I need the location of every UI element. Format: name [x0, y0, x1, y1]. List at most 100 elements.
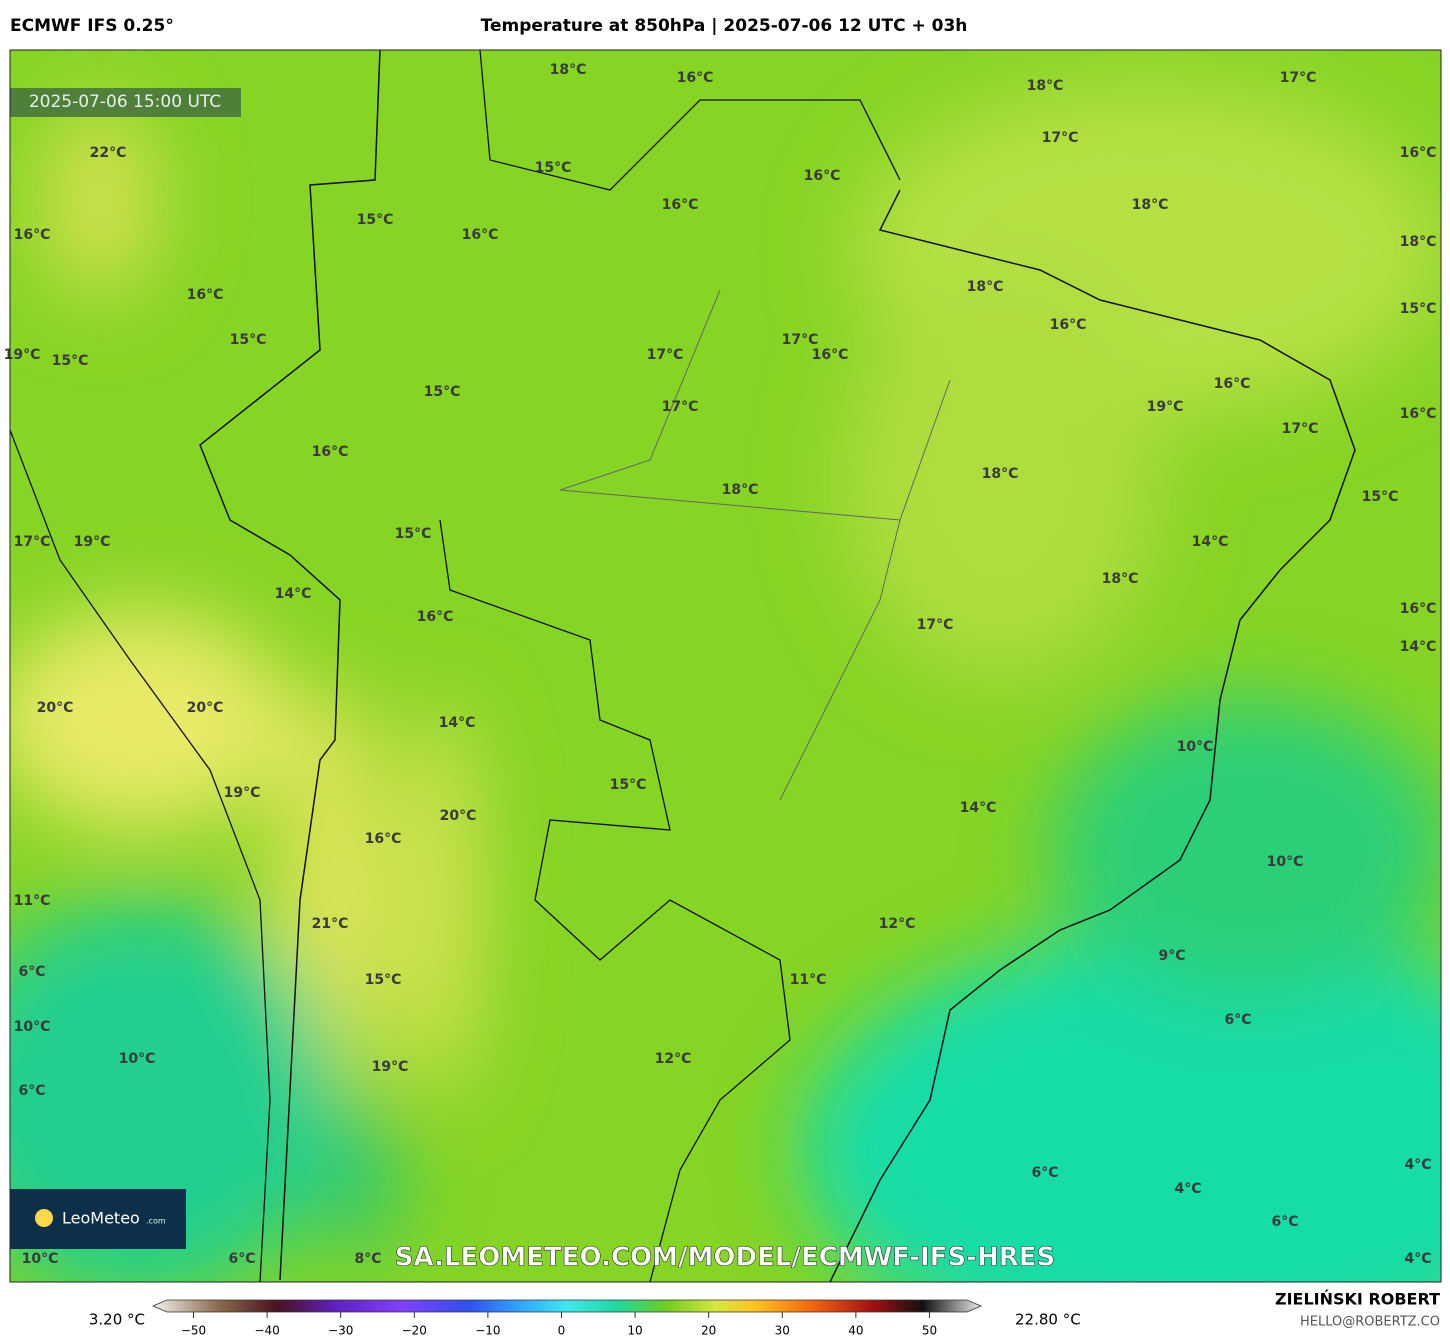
temperature-label: 6°C [18, 964, 45, 980]
temperature-label: 15°C [357, 212, 394, 228]
temperature-label: 11°C [14, 893, 51, 909]
temperature-label: 18°C [982, 466, 1019, 482]
logo: LeoMeteo [62, 1209, 140, 1228]
temperature-label: 16°C [677, 70, 714, 86]
temperature-label: 18°C [967, 279, 1004, 295]
temperature-label: 17°C [14, 534, 51, 550]
temperature-label: 16°C [1400, 406, 1437, 422]
temperature-label: 10°C [1267, 854, 1304, 870]
temperature-label: 20°C [37, 700, 74, 716]
colorbar-min: 3.20 °C [89, 1311, 145, 1329]
temperature-label: 15°C [52, 353, 89, 369]
map-frame [9, 49, 1442, 1283]
temperature-label: 16°C [14, 227, 51, 243]
temperature-label: 15°C [365, 972, 402, 988]
temperature-label: 16°C [804, 168, 841, 184]
temperature-label: 6°C [1271, 1214, 1298, 1230]
colorbar-tick-label: 30 [775, 1324, 790, 1338]
colorbar-tick-label: 10 [627, 1324, 642, 1338]
chart-title: Temperature at 850hPa | 2025-07-06 12 UT… [481, 16, 968, 36]
colorbar-tick-label: −50 [181, 1324, 206, 1338]
colorbar-tick-label: 40 [848, 1324, 863, 1338]
temperature-label: 17°C [647, 347, 684, 363]
temperature-label: 6°C [18, 1083, 45, 1099]
colorbar [151, 1299, 983, 1313]
temperature-label: 19°C [4, 347, 41, 363]
temperature-label: 16°C [187, 287, 224, 303]
colorbar-tick-label: 0 [558, 1324, 566, 1338]
timestamp: 2025-07-06 15:00 UTC [29, 92, 221, 112]
temperature-label: 16°C [662, 197, 699, 213]
colorbar-max: 22.80 °C [1015, 1311, 1081, 1329]
temperature-label: 19°C [224, 785, 261, 801]
colorbar-tick-label: −40 [254, 1324, 279, 1338]
temperature-label: 10°C [22, 1251, 59, 1267]
colorbar-tick-label: −10 [475, 1324, 500, 1338]
temperature-label: 18°C [722, 482, 759, 498]
temperature-label: 15°C [1400, 301, 1437, 317]
temperature-label: 14°C [960, 800, 997, 816]
email: HELLO@ROBERTZ.CO [1300, 1315, 1440, 1330]
colorbar-tick-label: −30 [328, 1324, 353, 1338]
temperature-label: 21°C [312, 916, 349, 932]
model-name: ECMWF IFS 0.25° [10, 16, 174, 36]
temperature-label: 10°C [1177, 739, 1214, 755]
temperature-label: 15°C [395, 526, 432, 542]
temperature-label: 11°C [790, 972, 827, 988]
temperature-label: 18°C [1400, 234, 1437, 250]
temperature-label: 9°C [1158, 948, 1185, 964]
temperature-label: 12°C [655, 1051, 692, 1067]
temperature-label: 18°C [1132, 197, 1169, 213]
temperature-label: 17°C [782, 332, 819, 348]
temperature-label: 17°C [662, 399, 699, 415]
temperature-label: 18°C [1027, 78, 1064, 94]
author: ZIELIŃSKI ROBERT [1275, 1290, 1440, 1309]
map [10, 50, 1441, 1282]
temperature-label: 17°C [1042, 130, 1079, 146]
temperature-label: 15°C [1362, 489, 1399, 505]
temperature-label: 16°C [1214, 376, 1251, 392]
temperature-label: 14°C [275, 586, 312, 602]
temperature-label: 14°C [1400, 639, 1437, 655]
temperature-label: 15°C [230, 332, 267, 348]
temperature-label: 6°C [1224, 1012, 1251, 1028]
temperature-label: 17°C [1280, 70, 1317, 86]
logo-suffix: .com [146, 1217, 166, 1226]
temperature-label: 19°C [372, 1059, 409, 1075]
temperature-label: 4°C [1174, 1181, 1201, 1197]
temperature-label: 15°C [535, 160, 572, 176]
temperature-label: 16°C [365, 831, 402, 847]
temperature-label: 14°C [439, 715, 476, 731]
colorbar-tick-label: 20 [701, 1324, 716, 1338]
temperature-label: 6°C [1031, 1165, 1058, 1181]
temperature-label: 10°C [119, 1051, 156, 1067]
temperature-label: 22°C [90, 145, 127, 161]
colorbar-tick-label: −20 [402, 1324, 427, 1338]
temperature-label: 17°C [917, 617, 954, 633]
temperature-label: 16°C [812, 347, 849, 363]
temperature-label: 12°C [879, 916, 916, 932]
temperature-label: 15°C [424, 384, 461, 400]
temperature-label: 15°C [610, 777, 647, 793]
temperature-label: 16°C [1400, 601, 1437, 617]
temperature-label: 17°C [1282, 421, 1319, 437]
temperature-label: 20°C [440, 808, 477, 824]
temperature-label: 18°C [550, 62, 587, 78]
colorbar-tick-label: 50 [922, 1324, 937, 1338]
temperature-label: 8°C [354, 1251, 381, 1267]
temperature-label: 16°C [1400, 145, 1437, 161]
temperature-label: 6°C [228, 1251, 255, 1267]
temperature-label: 14°C [1192, 534, 1229, 550]
temperature-label: 10°C [14, 1019, 51, 1035]
temperature-label: 20°C [187, 700, 224, 716]
temperature-label: 16°C [312, 444, 349, 460]
temperature-label: 4°C [1404, 1157, 1431, 1173]
temperature-label: 19°C [1147, 399, 1184, 415]
temperature-label: 16°C [462, 227, 499, 243]
temperature-label: 4°C [1404, 1251, 1431, 1267]
watermark: SA.LEOMETEO.COM/MODEL/ECMWF-IFS-HRES [395, 1243, 1055, 1273]
temperature-label: 18°C [1102, 571, 1139, 587]
temperature-label: 16°C [417, 609, 454, 625]
temperature-label: 16°C [1050, 317, 1087, 333]
